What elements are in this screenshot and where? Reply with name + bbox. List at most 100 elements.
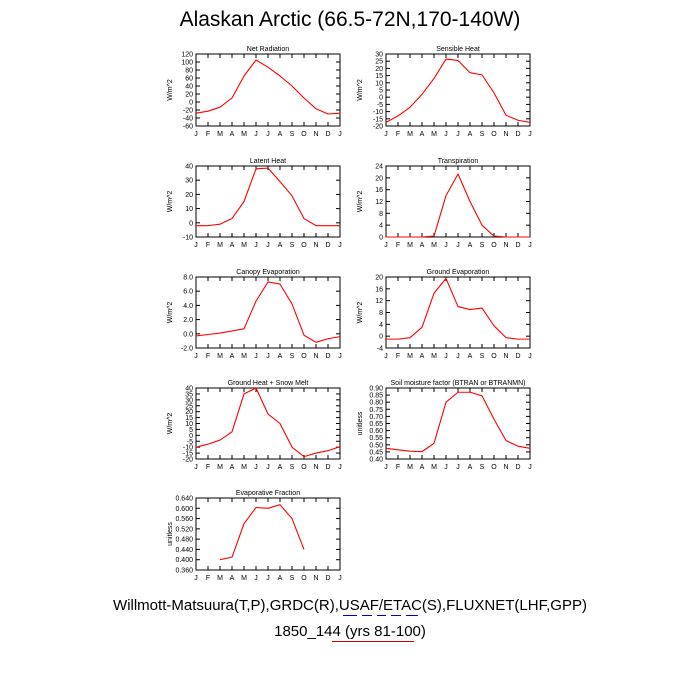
y-tick-label: 4 <box>379 223 383 230</box>
x-tick-label: N <box>313 242 318 249</box>
x-tick-label: O <box>301 131 307 138</box>
x-tick-label: M <box>407 353 413 360</box>
y-tick-label: -40 <box>183 116 193 123</box>
x-tick-label: J <box>254 242 258 249</box>
x-tick-label: J <box>456 242 460 249</box>
x-tick-label: N <box>313 464 318 471</box>
x-tick-label: M <box>431 131 437 138</box>
x-tick-label: A <box>420 464 425 471</box>
x-tick-label: M <box>407 464 413 471</box>
panel: Ground Heat + Snow Melt W/m^2 -20-15-10-50… <box>167 380 342 471</box>
x-tick-label: J <box>456 353 460 360</box>
x-tick-label: M <box>431 353 437 360</box>
x-tick-label: J <box>254 575 258 582</box>
x-tick-label: S <box>480 242 485 249</box>
x-tick-label: F <box>206 242 210 249</box>
x-tick-label: J <box>444 242 448 249</box>
x-tick-label: F <box>206 131 210 138</box>
series-line <box>195 281 341 343</box>
y-tick-label: 4.0 <box>183 303 193 310</box>
y-axis-label: W/m^2 <box>167 302 174 324</box>
x-tick-label: J <box>384 353 388 360</box>
x-tick-label: A <box>468 353 473 360</box>
x-tick-label: F <box>206 575 210 582</box>
x-tick-label: J <box>456 464 460 471</box>
x-tick-label: J <box>444 131 448 138</box>
x-tick-label: D <box>515 464 520 471</box>
y-tick-label: -20 <box>183 457 193 464</box>
y-tick-label: 0.70 <box>369 414 383 421</box>
x-tick-label: O <box>491 242 497 249</box>
y-tick-label: -5 <box>377 102 383 109</box>
x-tick-label: A <box>278 353 283 360</box>
y-tick-label: 0.480 <box>175 537 193 544</box>
y-tick-label: 20 <box>185 192 193 199</box>
x-tick-label: N <box>313 575 318 582</box>
x-tick-label: J <box>194 353 198 360</box>
y-tick-label: 0.0 <box>183 331 193 338</box>
y-tick-label: 15 <box>375 73 383 80</box>
y-tick-label: 0.55 <box>369 435 383 442</box>
x-tick-label: O <box>301 575 307 582</box>
x-tick-label: O <box>491 464 497 471</box>
x-tick-label: J <box>266 353 270 360</box>
figure-title: Alaskan Arctic (66.5-72N,170-140W) <box>179 8 521 31</box>
x-tick-label: N <box>503 353 508 360</box>
x-tick-label: D <box>325 353 330 360</box>
y-tick-label: 0.640 <box>175 496 193 503</box>
x-tick-label: J <box>338 131 342 138</box>
x-tick-label: F <box>396 353 400 360</box>
panel: Soil moisture factor (BTRAN or BTRANMN) u… <box>357 380 532 471</box>
y-tick-label: 6.0 <box>183 289 193 296</box>
y-tick-label: -15 <box>183 451 193 458</box>
series-line <box>385 391 531 453</box>
series-line <box>385 58 531 123</box>
x-tick-label: D <box>515 242 520 249</box>
x-tick-label: A <box>468 131 473 138</box>
plot-frame <box>385 165 531 238</box>
y-tick-label: 120 <box>181 52 193 59</box>
x-tick-label: A <box>230 242 235 249</box>
x-tick-label: M <box>407 242 413 249</box>
panel-title: Ground Heat + Snow Melt <box>228 380 309 387</box>
y-axis-label: W/m^2 <box>357 191 364 213</box>
x-tick-label: F <box>206 353 210 360</box>
panel-title: Latent Heat <box>250 158 286 165</box>
x-tick-label: S <box>290 575 295 582</box>
x-tick-label: O <box>491 353 497 360</box>
x-tick-label: N <box>503 131 508 138</box>
x-tick-label: J <box>444 353 448 360</box>
y-tick-label: 0.85 <box>369 393 383 400</box>
x-tick-label: M <box>217 575 223 582</box>
x-tick-label: O <box>301 464 307 471</box>
panel-title: Transpiration <box>438 158 479 165</box>
y-tick-label: 40 <box>185 84 193 91</box>
x-tick-label: J <box>254 131 258 138</box>
x-tick-label: J <box>384 242 388 249</box>
y-tick-label: 12 <box>375 298 383 305</box>
x-tick-label: J <box>338 353 342 360</box>
y-tick-label: 10 <box>185 421 193 428</box>
y-tick-label: 60 <box>185 76 193 83</box>
series-line <box>386 277 530 340</box>
y-axis-label: W/m^2 <box>167 79 174 101</box>
x-tick-label: J <box>266 242 270 249</box>
plot-frame <box>195 165 341 238</box>
x-tick-label: A <box>230 131 235 138</box>
x-tick-label: J <box>528 353 532 360</box>
y-tick-label: 30 <box>375 52 383 59</box>
y-tick-label: 8.0 <box>183 275 193 282</box>
x-tick-label: D <box>325 242 330 249</box>
x-tick-label: M <box>431 464 437 471</box>
y-tick-label: -20 <box>183 108 193 115</box>
y-tick-label: 20 <box>375 275 383 282</box>
x-tick-label: M <box>241 131 247 138</box>
x-tick-label: A <box>278 464 283 471</box>
x-tick-label: N <box>503 464 508 471</box>
y-tick-label: 16 <box>375 286 383 293</box>
x-tick-label: D <box>515 131 520 138</box>
x-tick-label: O <box>301 353 307 360</box>
plot-frame <box>195 276 341 349</box>
